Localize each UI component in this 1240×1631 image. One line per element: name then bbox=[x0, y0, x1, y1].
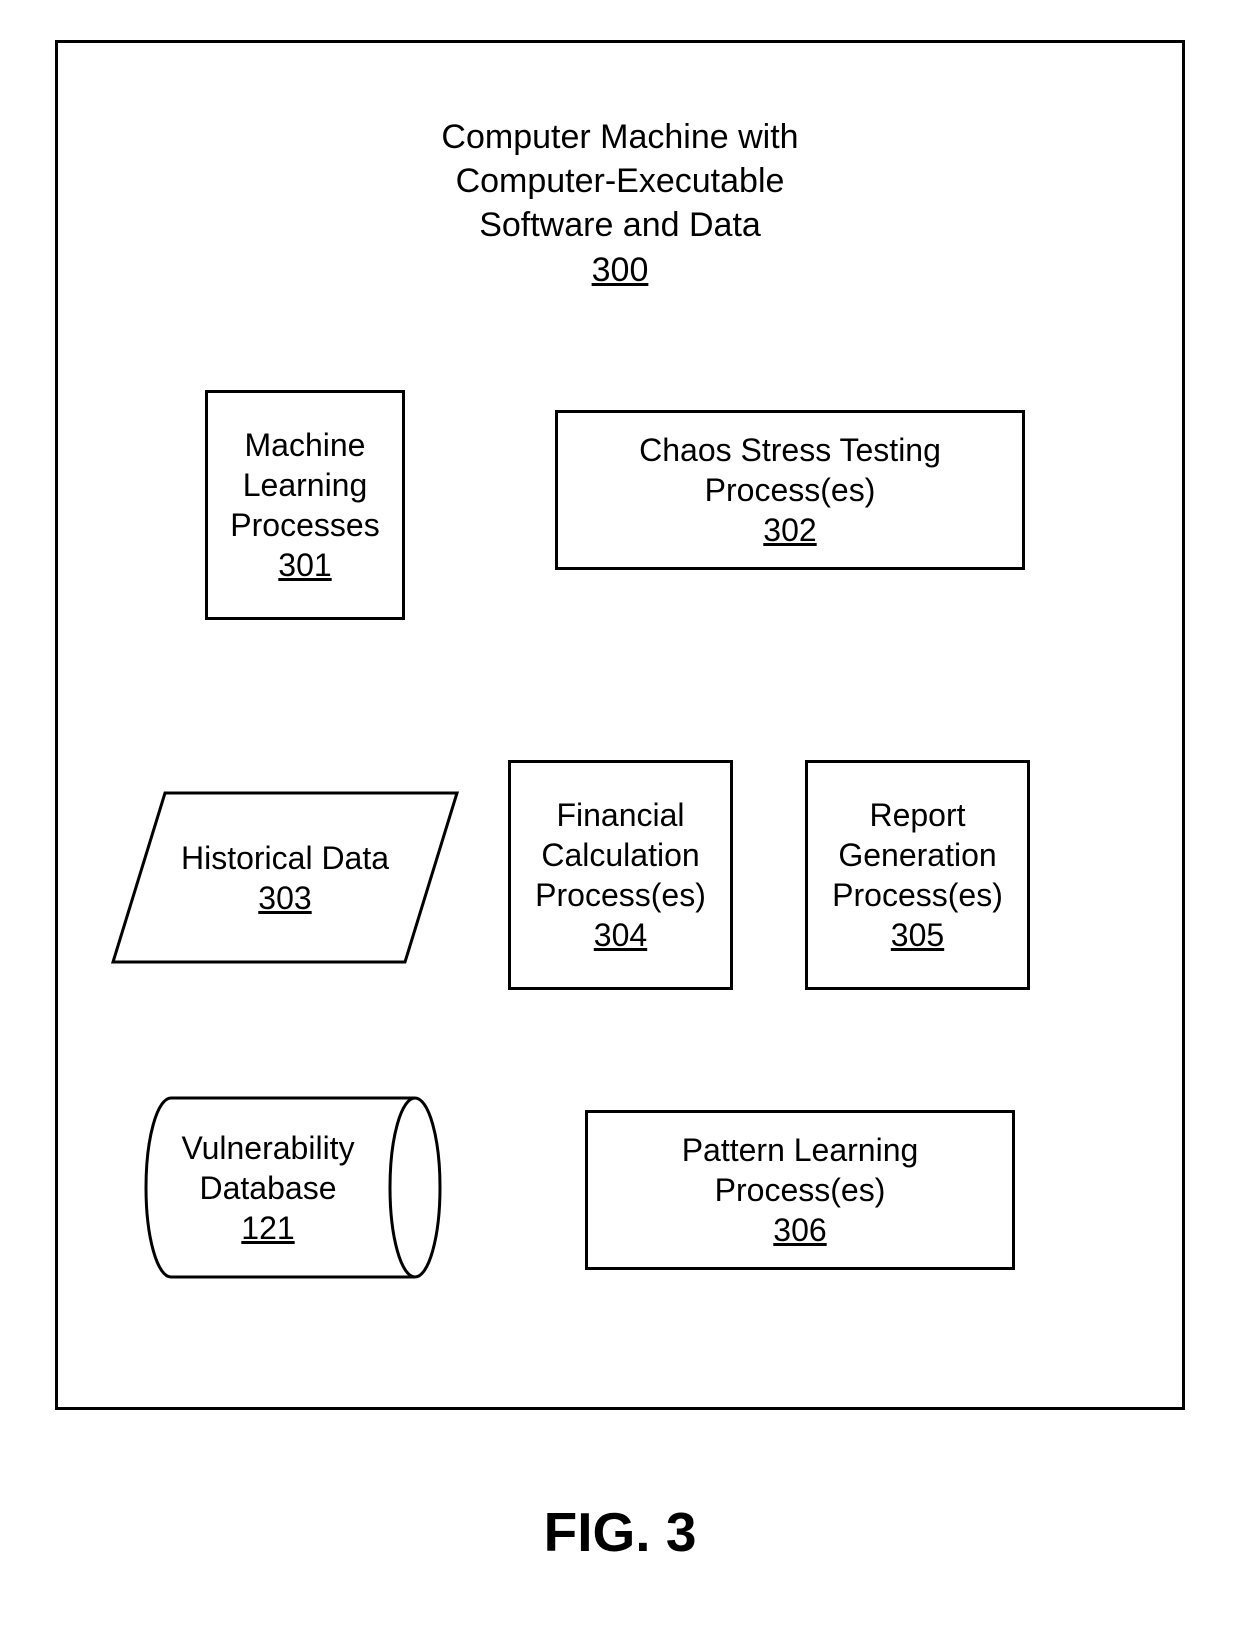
historical-data-node: Historical Data 303 bbox=[110, 790, 460, 965]
ml-label-2: Learning bbox=[243, 465, 368, 505]
vulndb-ref: 121 bbox=[241, 1208, 294, 1248]
historical-data-text: Historical Data 303 bbox=[110, 790, 460, 965]
report-label-1: Report bbox=[869, 795, 965, 835]
title-line-2: Computer-Executable bbox=[405, 159, 835, 203]
fincalc-label-1: Financial bbox=[556, 795, 684, 835]
fincalc-label-2: Calculation bbox=[541, 835, 699, 875]
vulndb-label-2: Database bbox=[200, 1168, 337, 1208]
report-ref: 305 bbox=[891, 915, 944, 955]
pattern-label-1: Pattern Learning bbox=[682, 1130, 919, 1170]
fincalc-label-3: Process(es) bbox=[535, 875, 706, 915]
fincalc-ref: 304 bbox=[594, 915, 647, 955]
title-line-3: Software and Data bbox=[405, 203, 835, 247]
hist-label-1: Historical Data bbox=[181, 838, 389, 878]
title-ref: 300 bbox=[405, 248, 835, 292]
vulnerability-db-node: Vulnerability Database 121 bbox=[143, 1095, 443, 1280]
ml-ref: 301 bbox=[278, 545, 331, 585]
pattern-ref: 306 bbox=[773, 1210, 826, 1250]
figure-caption-text: FIG. 3 bbox=[544, 1501, 697, 1563]
ml-processes-node: Machine Learning Processes 301 bbox=[205, 390, 405, 620]
vulndb-label-1: Vulnerability bbox=[181, 1128, 354, 1168]
chaos-label-2: Process(es) bbox=[705, 470, 876, 510]
hist-ref: 303 bbox=[258, 878, 311, 918]
ml-label-3: Processes bbox=[230, 505, 379, 545]
title-line-1: Computer Machine with bbox=[405, 115, 835, 159]
financial-calc-node: Financial Calculation Process(es) 304 bbox=[508, 760, 733, 990]
report-label-3: Process(es) bbox=[832, 875, 1003, 915]
vulnerability-db-text: Vulnerability Database 121 bbox=[143, 1095, 443, 1280]
report-label-2: Generation bbox=[838, 835, 996, 875]
pattern-label-2: Process(es) bbox=[715, 1170, 886, 1210]
chaos-ref: 302 bbox=[763, 510, 816, 550]
chaos-stress-node: Chaos Stress Testing Process(es) 302 bbox=[555, 410, 1025, 570]
figure-caption: FIG. 3 bbox=[0, 1500, 1240, 1564]
chaos-label-1: Chaos Stress Testing bbox=[639, 430, 941, 470]
ml-label-1: Machine bbox=[245, 425, 366, 465]
report-gen-node: Report Generation Process(es) 305 bbox=[805, 760, 1030, 990]
pattern-learning-node: Pattern Learning Process(es) 306 bbox=[585, 1110, 1015, 1270]
diagram-title: Computer Machine with Computer-Executabl… bbox=[405, 115, 835, 292]
